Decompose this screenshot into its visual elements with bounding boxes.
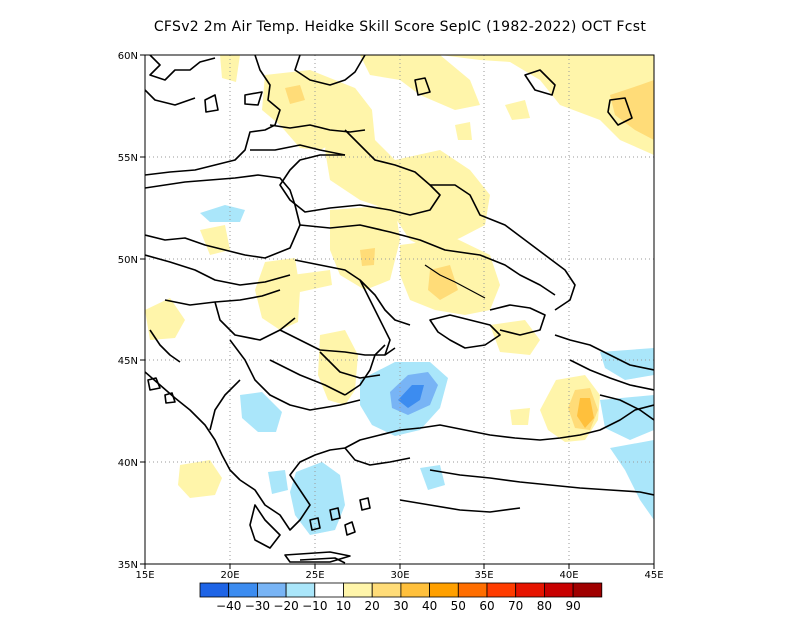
- colorbar-tick-label: −30: [245, 599, 270, 613]
- colorbar-swatch: [371, 582, 402, 598]
- colorbar-labels: −40 −30 −20 −10 10 20 30 40 50 60 70 80 90: [216, 599, 581, 613]
- lat-label: 50N: [118, 255, 138, 266]
- colorbar-swatch: [572, 582, 603, 598]
- lat-label: 35N: [118, 560, 138, 571]
- colorbar-swatch: [285, 582, 316, 598]
- colorbar-tick-label: 40: [422, 599, 437, 613]
- longitude-labels: 15E 20E 25E 30E 35E 40E 45E: [135, 570, 663, 581]
- lon-label: 15E: [135, 570, 154, 581]
- colorbar: [199, 582, 603, 598]
- colorbar-tick-label: 70: [508, 599, 523, 613]
- colorbar-tick-label: 80: [537, 599, 552, 613]
- colorbar-swatch: [199, 582, 230, 598]
- lat-label: 55N: [118, 153, 138, 164]
- lon-label: 35E: [474, 570, 493, 581]
- colorbar-tick-label: −20: [273, 599, 298, 613]
- colorbar-swatch: [515, 582, 545, 598]
- lon-label: 45E: [644, 570, 663, 581]
- colorbar-tick-label: 30: [393, 599, 408, 613]
- coastlines-and-borders: [145, 55, 654, 564]
- colorbar-swatch: [429, 582, 459, 598]
- shading-blue: [398, 385, 424, 408]
- lat-label: 60N: [118, 51, 138, 62]
- lon-label: 20E: [220, 570, 239, 581]
- colorbar-tick-label: 60: [479, 599, 494, 613]
- colorbar-swatch: [343, 582, 373, 598]
- map-gridlines: [145, 55, 654, 564]
- lon-label: 30E: [390, 570, 409, 581]
- colorbar-tick-label: −40: [216, 599, 241, 613]
- colorbar-swatch: [314, 582, 344, 598]
- colorbar-tick-label: 90: [565, 599, 580, 613]
- colorbar-tick-label: 10: [336, 599, 351, 613]
- lat-label: 40N: [118, 458, 138, 469]
- lat-label: 45N: [118, 356, 138, 367]
- colorbar-tick-label: 50: [451, 599, 466, 613]
- latitude-labels: 60N 55N 50N 45N 40N 35N: [118, 51, 138, 571]
- shading-orange: [577, 398, 594, 428]
- colorbar-swatch: [457, 582, 488, 598]
- lon-label: 25E: [305, 570, 324, 581]
- colorbar-tick-label: −10: [302, 599, 327, 613]
- colorbar-swatch: [486, 582, 517, 598]
- colorbar-swatch: [228, 582, 258, 598]
- colorbar-swatch: [256, 582, 287, 598]
- map-title: CFSv2 2m Air Temp. Heidke Skill Score Se…: [153, 19, 647, 35]
- colorbar-swatch: [544, 582, 574, 598]
- colorbar-tick-label: 20: [365, 599, 380, 613]
- colorbar-swatch: [400, 582, 430, 598]
- lon-label: 40E: [559, 570, 578, 581]
- axis-ticks: [140, 54, 655, 569]
